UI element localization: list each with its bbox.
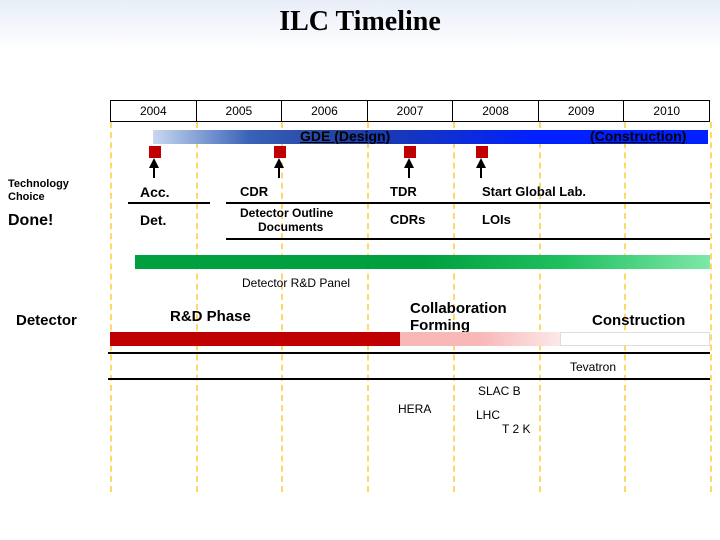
milestone-marker — [149, 146, 161, 158]
page-title: ILC Timeline — [0, 0, 720, 38]
milestone-label: LOIs — [482, 212, 511, 227]
row-label-left: Choice — [8, 191, 45, 203]
facility-label: SLAC B — [478, 384, 521, 398]
milestone-marker — [274, 146, 286, 158]
milestone-label: Documents — [258, 220, 323, 234]
grid-line — [539, 122, 541, 492]
detector-bar — [400, 332, 560, 346]
grid-line — [624, 122, 626, 492]
divider — [226, 202, 710, 204]
detector-label: Construction — [592, 312, 685, 329]
detector-bar — [560, 332, 710, 346]
arrow-stem — [278, 167, 280, 178]
year-cell: 2008 — [453, 101, 539, 121]
year-cell: 2005 — [197, 101, 283, 121]
facility-label: T 2 K — [502, 422, 530, 436]
milestone-label: CDRs — [390, 212, 425, 227]
year-cell: 2010 — [624, 101, 709, 121]
facility-label: HERA — [398, 402, 431, 416]
milestone-marker — [404, 146, 416, 158]
milestone-label: Acc. — [140, 184, 170, 200]
year-cell: 2006 — [282, 101, 368, 121]
row-label-left: Technology — [8, 178, 69, 190]
milestone-label: Start Global Lab. — [482, 184, 586, 199]
grid-line — [110, 122, 112, 492]
arrow-stem — [408, 167, 410, 178]
milestone-label: Detector Outline — [240, 206, 333, 220]
divider — [108, 378, 710, 380]
detector-bar — [110, 332, 400, 346]
divider — [226, 238, 710, 240]
grid-line — [710, 122, 712, 492]
milestone-label: Det. — [140, 212, 166, 228]
phase-label: GDE (Design) — [300, 128, 390, 144]
facility-label: LHC — [476, 408, 500, 422]
grid-line — [196, 122, 198, 492]
grid-line — [281, 122, 283, 492]
detector-label: Detector — [16, 312, 77, 329]
grid-line — [367, 122, 369, 492]
timeline-chart: 2004200520062007200820092010 GDE (Design… — [10, 100, 710, 500]
year-cell: 2004 — [111, 101, 197, 121]
detector-label: R&D Phase — [170, 308, 251, 325]
milestone-label: CDR — [240, 184, 268, 199]
milestone-marker — [476, 146, 488, 158]
years-header: 2004200520062007200820092010 — [110, 100, 710, 122]
arrow-stem — [153, 167, 155, 178]
row-label-left: Done! — [8, 212, 53, 230]
phase-label: (Construction) — [590, 128, 686, 144]
year-cell: 2009 — [539, 101, 625, 121]
year-cell: 2007 — [368, 101, 454, 121]
rd-panel-label: Detector R&D Panel — [242, 276, 350, 290]
arrow-stem — [480, 167, 482, 178]
rd-panel-bar — [135, 255, 710, 269]
detector-label: Collaboration — [410, 300, 507, 317]
divider — [128, 202, 210, 204]
divider — [108, 352, 710, 354]
milestone-label: TDR — [390, 184, 417, 199]
facility-label: Tevatron — [570, 360, 616, 374]
